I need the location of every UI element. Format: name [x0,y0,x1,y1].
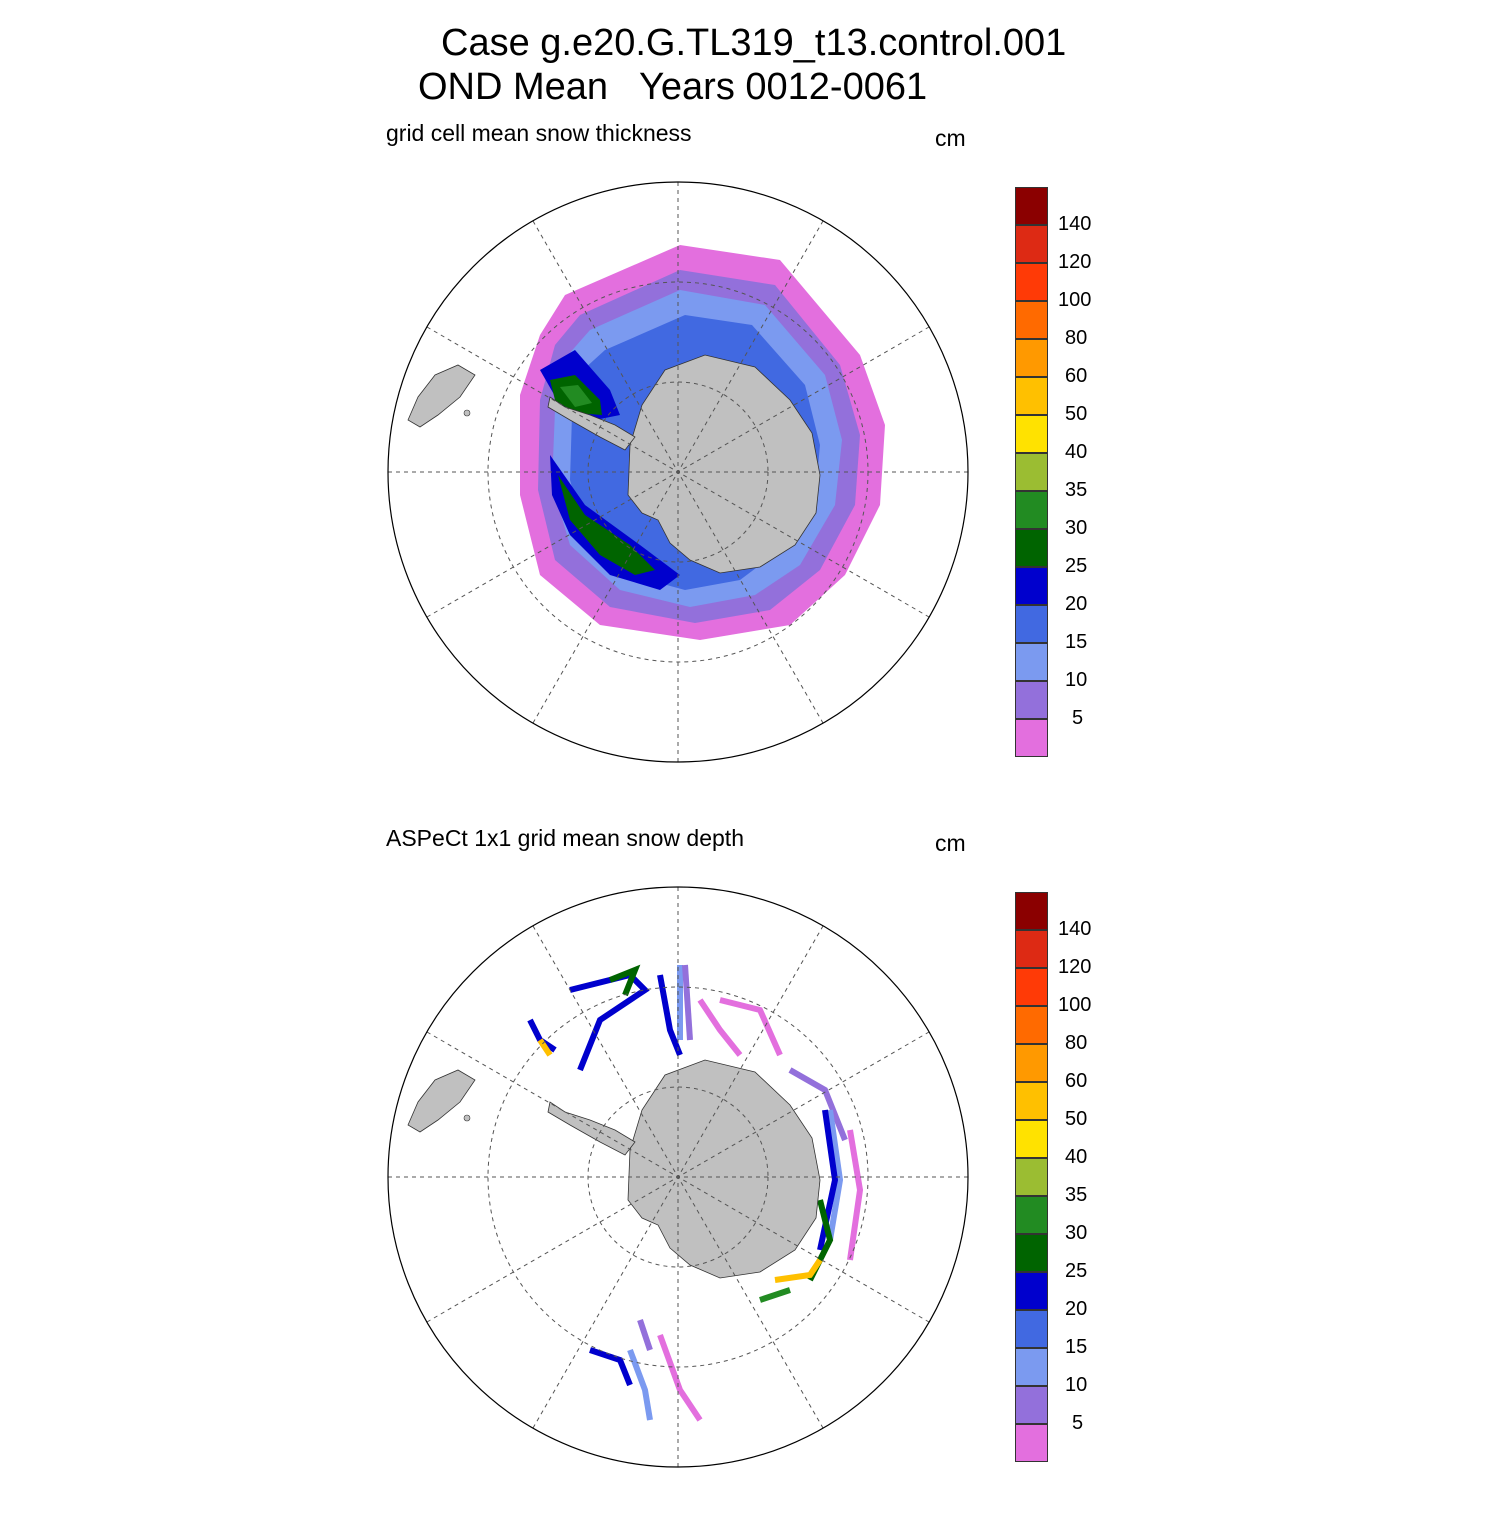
colorbar-swatch [1015,415,1048,453]
colorbar-swatch [1015,1424,1048,1462]
colorbar-swatch [1015,892,1048,930]
colorbar-tick-label: 40 [1065,441,1088,463]
colorbar-tick-label: 80 [1065,1032,1088,1054]
colorbar-tick-label: 10 [1065,1374,1088,1396]
colorbar-swatch [1015,301,1048,339]
island [463,409,471,417]
colorbar-tick-label: 140 [1058,213,1092,235]
colorbar-tick-label: 50 [1065,403,1088,425]
colorbar-swatch [1015,491,1048,529]
colorbar-swatch [1015,529,1048,567]
colorbar-tick-label: 20 [1065,593,1088,615]
colorbar-swatch [1015,453,1048,491]
colorbar-tick-label: 25 [1065,555,1088,577]
graticule [388,887,968,1467]
colorbar-swatch [1015,339,1048,377]
colorbar-tick-label: 15 [1065,1336,1088,1358]
colorbar-tick-label: 120 [1058,956,1092,978]
colorbar-swatch [1015,567,1048,605]
colorbar-swatch [1015,1196,1048,1234]
colorbar-tick-label: 30 [1065,517,1088,539]
colorbar-tick-label: 30 [1065,1222,1088,1244]
colorbar-swatch [1015,1158,1048,1196]
colorbar-swatch [1015,1006,1048,1044]
model-snow-panel: grid cell mean snow thickness cm [0,110,1500,815]
colorbar: 140 120 100 80 60 50 40 35 30 25 20 15 10 5 [1015,892,1135,1462]
island [463,1114,471,1122]
colorbar-tick-label: 35 [1065,479,1088,501]
colorbar-tick-label: 35 [1065,1184,1088,1206]
colorbar-swatch [1015,930,1048,968]
colorbar-tick-label: 60 [1065,1070,1088,1092]
colorbar-tick-label: 25 [1065,1260,1088,1282]
colorbar-tick-label: 5 [1072,1412,1084,1434]
snow-band-30-35 [560,385,592,407]
colorbar-swatch [1015,719,1048,757]
antarctica-landmass [627,1059,821,1279]
panel-label: ASPeCt 1x1 grid mean snow depth [386,825,744,851]
map-border [387,886,969,1468]
observation-tracks [527,964,864,1422]
map-border [387,181,969,763]
colorbar-tick-label: 10 [1065,669,1088,691]
south-america [407,1069,476,1133]
colorbar-tick-label: 100 [1058,994,1092,1016]
graticule [388,182,968,762]
snow-band-25-30-b [558,475,655,575]
colorbar-swatch [1015,968,1048,1006]
colorbar: 140 120 100 80 60 50 40 35 30 25 20 15 10 5 [1015,187,1135,757]
colorbar-swatch [1015,263,1048,301]
colorbar-tick-label: 80 [1065,327,1088,349]
colorbar-tick-label: 120 [1058,251,1092,273]
panel-label: grid cell mean snow thickness [386,120,692,146]
colorbar-swatch [1015,605,1048,643]
colorbar-swatch [1015,187,1048,225]
colorbar-tick-label: 20 [1065,1298,1088,1320]
main-title: Case g.e20.G.TL319_t13.control.001 [441,22,1067,64]
colorbar-tick-label: 15 [1065,631,1088,653]
antarctic-peninsula [547,396,636,451]
south-america [407,364,476,428]
colorbar-swatch [1015,681,1048,719]
observed-snow-panel: ASPeCt 1x1 grid mean snow depth cm [0,815,1500,1520]
unit-label: cm [935,125,966,151]
colorbar-swatch [1015,1234,1048,1272]
colorbar-swatch [1015,1310,1048,1348]
polar-map [387,181,969,763]
snow-band-20-25-b [550,455,680,590]
colorbar-swatch [1015,1348,1048,1386]
colorbar-swatch [1015,1082,1048,1120]
antarctic-peninsula [547,1101,636,1156]
polar-map [387,886,969,1468]
colorbar-swatch [1015,225,1048,263]
antarctica-landmass [627,354,821,574]
unit-label: cm [935,830,966,856]
colorbar-swatch [1015,1120,1048,1158]
colorbar-tick-label: 40 [1065,1146,1088,1168]
subtitle: OND Mean Years 0012-0061 [418,66,928,108]
colorbar-swatch [1015,1386,1048,1424]
colorbar-swatch [1015,1044,1048,1082]
colorbar-tick-label: 50 [1065,1108,1088,1130]
colorbar-tick-label: 60 [1065,365,1088,387]
colorbar-tick-label: 140 [1058,918,1092,940]
colorbar-swatch [1015,377,1048,415]
colorbar-tick-label: 100 [1058,289,1092,311]
colorbar-swatch [1015,1272,1048,1310]
colorbar-swatch [1015,643,1048,681]
colorbar-tick-label: 5 [1072,707,1084,729]
